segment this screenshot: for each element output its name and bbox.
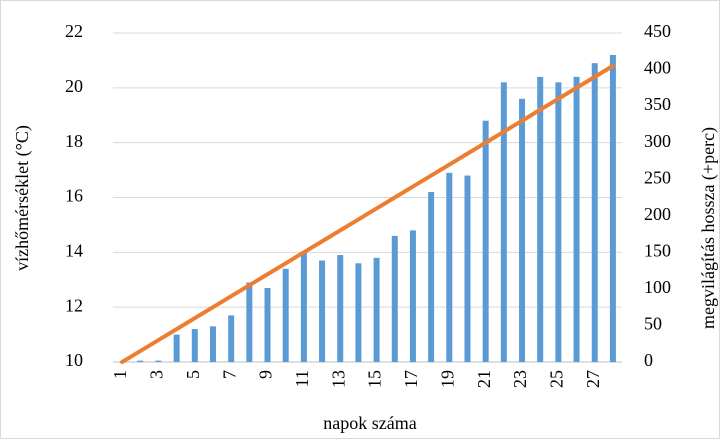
y2-tick-label: 400	[644, 58, 671, 78]
bar	[246, 282, 253, 362]
x-tick-label: 1	[110, 370, 130, 379]
bar	[609, 54, 616, 362]
x-tick-label: 7	[219, 370, 239, 379]
y-tick-label: 16	[65, 186, 83, 206]
y2-tick-label: 50	[644, 314, 662, 334]
line	[120, 63, 615, 364]
y-tick-label: 20	[65, 76, 83, 96]
bar	[355, 263, 362, 362]
x-tick-label: 21	[474, 370, 494, 388]
x-tick-label: 13	[328, 370, 348, 388]
bar	[228, 315, 235, 362]
bar	[555, 82, 562, 362]
bar	[282, 268, 289, 362]
bar	[409, 230, 416, 362]
bar	[573, 76, 580, 362]
bar	[373, 257, 380, 362]
x-tick-label: 17	[401, 370, 421, 388]
bar	[300, 252, 307, 362]
bar	[428, 192, 435, 362]
x-tick-label: 3	[147, 370, 167, 379]
x-tick-label: 15	[365, 370, 385, 388]
bar	[537, 76, 544, 362]
y2-tick-label: 0	[644, 350, 653, 370]
y-tick-label: 22	[65, 21, 83, 41]
x-tick-label: 23	[510, 370, 530, 388]
bar	[337, 255, 344, 362]
bar	[137, 360, 144, 362]
bar	[173, 334, 180, 362]
y-tick-label: 18	[65, 131, 83, 151]
y2-tick-label: 450	[644, 21, 671, 41]
bar	[191, 329, 198, 362]
y2-tick-label: 150	[644, 240, 671, 260]
y-axis-title: vízhőmérséklet (°C)	[12, 125, 33, 271]
bar	[482, 120, 489, 362]
x-axis-title: napok száma	[323, 413, 416, 433]
bar	[319, 260, 326, 362]
y2-axis-title: megvilágítás hossza (+perc)	[698, 127, 719, 329]
x-tick-label: 27	[583, 370, 603, 388]
bar	[209, 326, 216, 362]
y2-tick-label: 200	[644, 204, 671, 224]
bar	[500, 82, 507, 362]
bar	[155, 360, 162, 362]
x-tick-label: 11	[292, 370, 312, 387]
y2-tick-label: 350	[644, 94, 671, 114]
y2-tick-label: 250	[644, 167, 671, 187]
x-tick-label: 5	[183, 370, 203, 379]
bar	[591, 63, 598, 363]
y2-tick-label: 100	[644, 277, 671, 297]
bar	[446, 172, 453, 362]
y-tick-label: 10	[65, 350, 83, 370]
x-tick-label: 25	[547, 370, 567, 388]
bar	[519, 98, 526, 363]
y2-tick-label: 300	[644, 131, 671, 151]
x-tick-label: 9	[256, 370, 276, 379]
y-tick-label: 12	[65, 295, 83, 315]
bar	[391, 235, 398, 362]
bar	[464, 175, 471, 362]
y-tick-label: 14	[65, 240, 83, 260]
bar	[264, 287, 271, 362]
x-tick-label: 19	[437, 370, 457, 388]
